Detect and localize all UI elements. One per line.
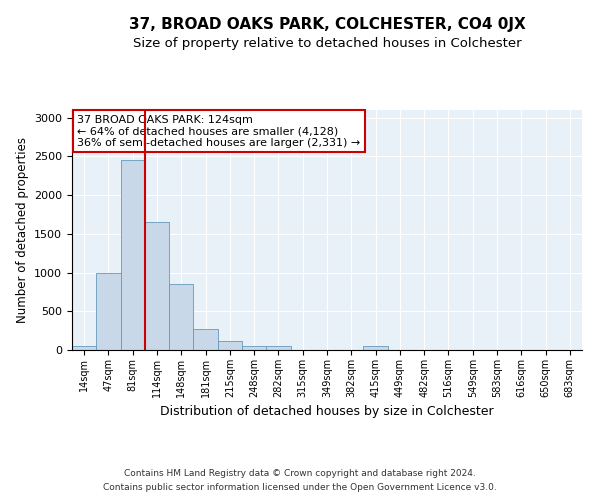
Y-axis label: Number of detached properties: Number of detached properties xyxy=(16,137,29,323)
Bar xyxy=(266,346,290,350)
Bar xyxy=(218,340,242,350)
Bar xyxy=(145,222,169,350)
Bar xyxy=(242,346,266,350)
Text: 37, BROAD OAKS PARK, COLCHESTER, CO4 0JX: 37, BROAD OAKS PARK, COLCHESTER, CO4 0JX xyxy=(128,18,526,32)
Bar xyxy=(72,346,96,350)
Text: Contains public sector information licensed under the Open Government Licence v3: Contains public sector information licen… xyxy=(103,484,497,492)
Text: 37 BROAD OAKS PARK: 124sqm
← 64% of detached houses are smaller (4,128)
36% of s: 37 BROAD OAKS PARK: 124sqm ← 64% of deta… xyxy=(77,115,361,148)
Text: Size of property relative to detached houses in Colchester: Size of property relative to detached ho… xyxy=(133,38,521,51)
Text: Contains HM Land Registry data © Crown copyright and database right 2024.: Contains HM Land Registry data © Crown c… xyxy=(124,468,476,477)
Bar xyxy=(169,284,193,350)
X-axis label: Distribution of detached houses by size in Colchester: Distribution of detached houses by size … xyxy=(160,406,494,418)
Bar xyxy=(364,346,388,350)
Bar xyxy=(121,160,145,350)
Bar xyxy=(193,329,218,350)
Bar xyxy=(96,272,121,350)
